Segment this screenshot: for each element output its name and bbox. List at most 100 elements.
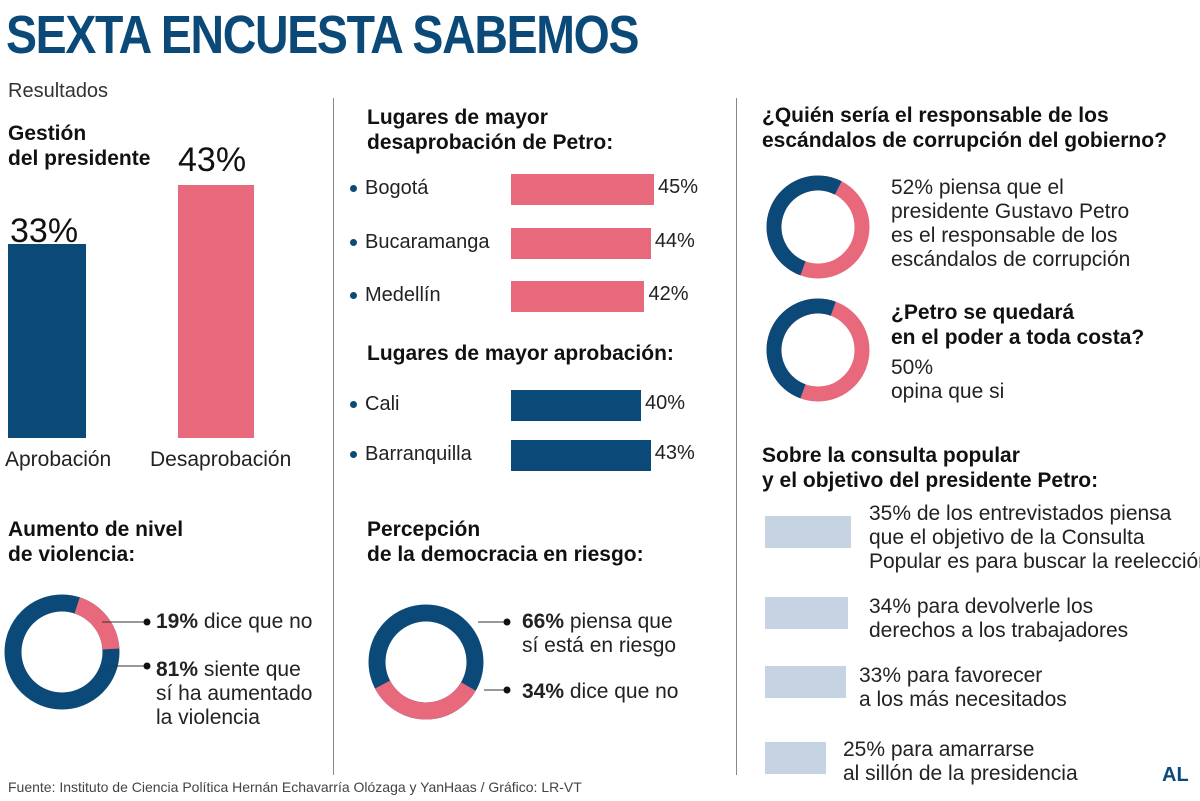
city-value: 43% <box>654 442 695 464</box>
gestion-heading: Gestión del presidente <box>8 121 150 171</box>
consulta-item-line: derechos a los trabajadores <box>869 619 1129 642</box>
approval-value-label: 33% <box>10 212 79 250</box>
city-bar <box>511 440 651 471</box>
city-label: Cali <box>350 393 399 416</box>
gestion-heading-line1: Gestión <box>8 122 87 145</box>
poder-label: opina que si <box>891 380 1005 403</box>
violencia-donut <box>4 594 120 710</box>
consulta-item-text: 34% para devolverle los derechos a los t… <box>869 595 1128 643</box>
violencia-yes-line2: sí ha aumentado <box>156 682 313 705</box>
violencia-yes-value: 81% <box>156 658 199 681</box>
violencia-no-text: 19% dice que no <box>156 610 312 634</box>
bullet-dot <box>350 292 357 300</box>
consulta-item-line: a los más necesitados <box>859 688 1067 711</box>
consulta-item-text: 35% de los entrevistados piensa que el o… <box>869 502 1200 574</box>
violencia-no-label: dice que no <box>203 610 313 633</box>
aprobacion-heading: Lugares de mayor aprobación: <box>367 342 674 365</box>
violencia-yes-line3: la violencia <box>156 706 260 729</box>
brand-logo: AL <box>1162 764 1189 786</box>
democracia-heading: Percepción de la democracia en riesgo: <box>367 517 644 567</box>
violencia-heading: Aumento de nivel de violencia: <box>8 517 183 567</box>
responsable-heading: ¿Quién sería el responsable de los escán… <box>762 103 1167 153</box>
responsable-donut <box>766 175 870 279</box>
column-divider-right <box>736 98 737 775</box>
violencia-yes-text: 81% siente que sí ha aumentado la violen… <box>156 658 312 730</box>
poder-text: 50% opina que si <box>891 356 1004 404</box>
poder-heading-line1: ¿Petro se quedará <box>891 301 1075 324</box>
city-value: 45% <box>658 176 699 198</box>
consulta-bar <box>765 516 851 548</box>
approval-bar <box>8 243 86 438</box>
democracia-no-label: dice que no <box>569 680 679 703</box>
democracia-no-value: 34% <box>522 680 565 703</box>
city-label: Barranquilla <box>350 443 472 466</box>
column-divider-left <box>333 98 334 775</box>
city-bar <box>511 390 641 421</box>
city-label: Bogotá <box>350 177 428 200</box>
democracia-heading-line1: Percepción <box>367 518 481 541</box>
violencia-donut-yes-slice <box>4 594 120 710</box>
democracia-yes-value: 66% <box>522 610 565 633</box>
responsable-heading-line2: escándalos de corrupción del gobierno? <box>762 129 1167 152</box>
bullet-dot <box>350 401 357 409</box>
source-note: Fuente: Instituto de Ciencia Política He… <box>8 779 582 795</box>
democracia-leader-lines <box>478 618 511 694</box>
city-label: Medellín <box>350 284 441 307</box>
city-value: 44% <box>654 230 695 252</box>
responsable-line4: escándalos de corrupción <box>891 248 1131 271</box>
disapproval-bar <box>178 185 254 438</box>
consulta-item-line: 34% para devolverle los <box>869 595 1094 618</box>
violencia-heading-line1: Aumento de nivel <box>8 518 184 541</box>
consulta-item-line: 33% para favorecer <box>859 664 1043 687</box>
disapproval-category-label: Desaprobación <box>150 448 292 471</box>
democracia-heading-line2: de la democracia en riesgo: <box>367 543 644 566</box>
responsable-heading-line1: ¿Quién sería el responsable de los <box>762 104 1109 127</box>
consulta-item-line: que el objetivo de la Consulta <box>869 526 1145 549</box>
desaprobacion-heading-line1: Lugares de mayor <box>367 106 548 129</box>
violencia-yes-line1: siente que <box>203 658 301 681</box>
violencia-no-value: 19% <box>156 610 199 633</box>
violencia-heading-line2: de violencia: <box>8 543 136 566</box>
democracia-yes-line1: piensa que <box>569 610 673 633</box>
approval-category-label: Aprobación <box>5 448 112 471</box>
poder-donut <box>766 298 870 402</box>
consulta-bar <box>765 666 846 698</box>
responsable-line2: presidente Gustavo Petro <box>891 200 1130 223</box>
responsable-donut-petro-slice <box>766 175 870 279</box>
page-title: SEXTA ENCUESTA SABEMOS <box>6 5 639 65</box>
consulta-bar <box>765 742 827 774</box>
desaprobacion-heading-line2: desaprobación de Petro: <box>367 131 614 154</box>
desaprobacion-heading: Lugares de mayor desaprobación de Petro: <box>367 105 613 155</box>
responsable-text: 52% piensa que el presidente Gustavo Pet… <box>891 176 1130 272</box>
violencia-donut-no-slice <box>4 594 120 710</box>
disapproval-value-label: 43% <box>178 141 247 179</box>
consulta-item-line: 25% para amarrarse <box>843 738 1035 761</box>
democracia-donut <box>368 604 484 720</box>
poder-heading-line2: en el poder a toda costa? <box>891 326 1145 349</box>
page-subtitle: Resultados <box>8 80 109 102</box>
bullet-dot <box>350 239 357 247</box>
gestion-heading-line2: del presidente <box>8 147 151 170</box>
consulta-item-line: Popular es para buscar la reelección <box>869 550 1200 573</box>
responsable-line1: 52% piensa que el <box>891 176 1064 199</box>
consulta-item-line: al sillón de la presidencia <box>843 762 1078 785</box>
democracia-yes-text: 66% piensa que sí está en riesgo <box>522 610 676 658</box>
democracia-no-text: 34% dice que no <box>522 680 678 704</box>
consulta-heading: Sobre la consulta popular y el objetivo … <box>762 443 1098 493</box>
consulta-item-line: 35% de los entrevistados piensa <box>869 502 1172 525</box>
consulta-item-text: 25% para amarrarse al sillón de la presi… <box>843 738 1078 786</box>
violencia-leader-lines <box>102 618 151 670</box>
bullet-dot <box>350 451 357 459</box>
bullet-dot <box>350 185 357 193</box>
consulta-heading-line2: y el objetivo del presidente Petro: <box>762 469 1099 492</box>
consulta-item-text: 33% para favorecer a los más necesitados <box>859 664 1067 712</box>
consulta-heading-line1: Sobre la consulta popular <box>762 444 1020 467</box>
city-bar <box>511 281 645 312</box>
poder-donut-yes-slice <box>766 298 870 402</box>
democracia-yes-line2: sí está en riesgo <box>522 634 677 657</box>
poder-value: 50% <box>891 356 934 379</box>
consulta-bar <box>765 597 849 629</box>
responsable-line3: es el responsable de los <box>891 224 1118 247</box>
city-bar <box>511 174 654 205</box>
democracia-donut-no-slice <box>368 604 484 720</box>
